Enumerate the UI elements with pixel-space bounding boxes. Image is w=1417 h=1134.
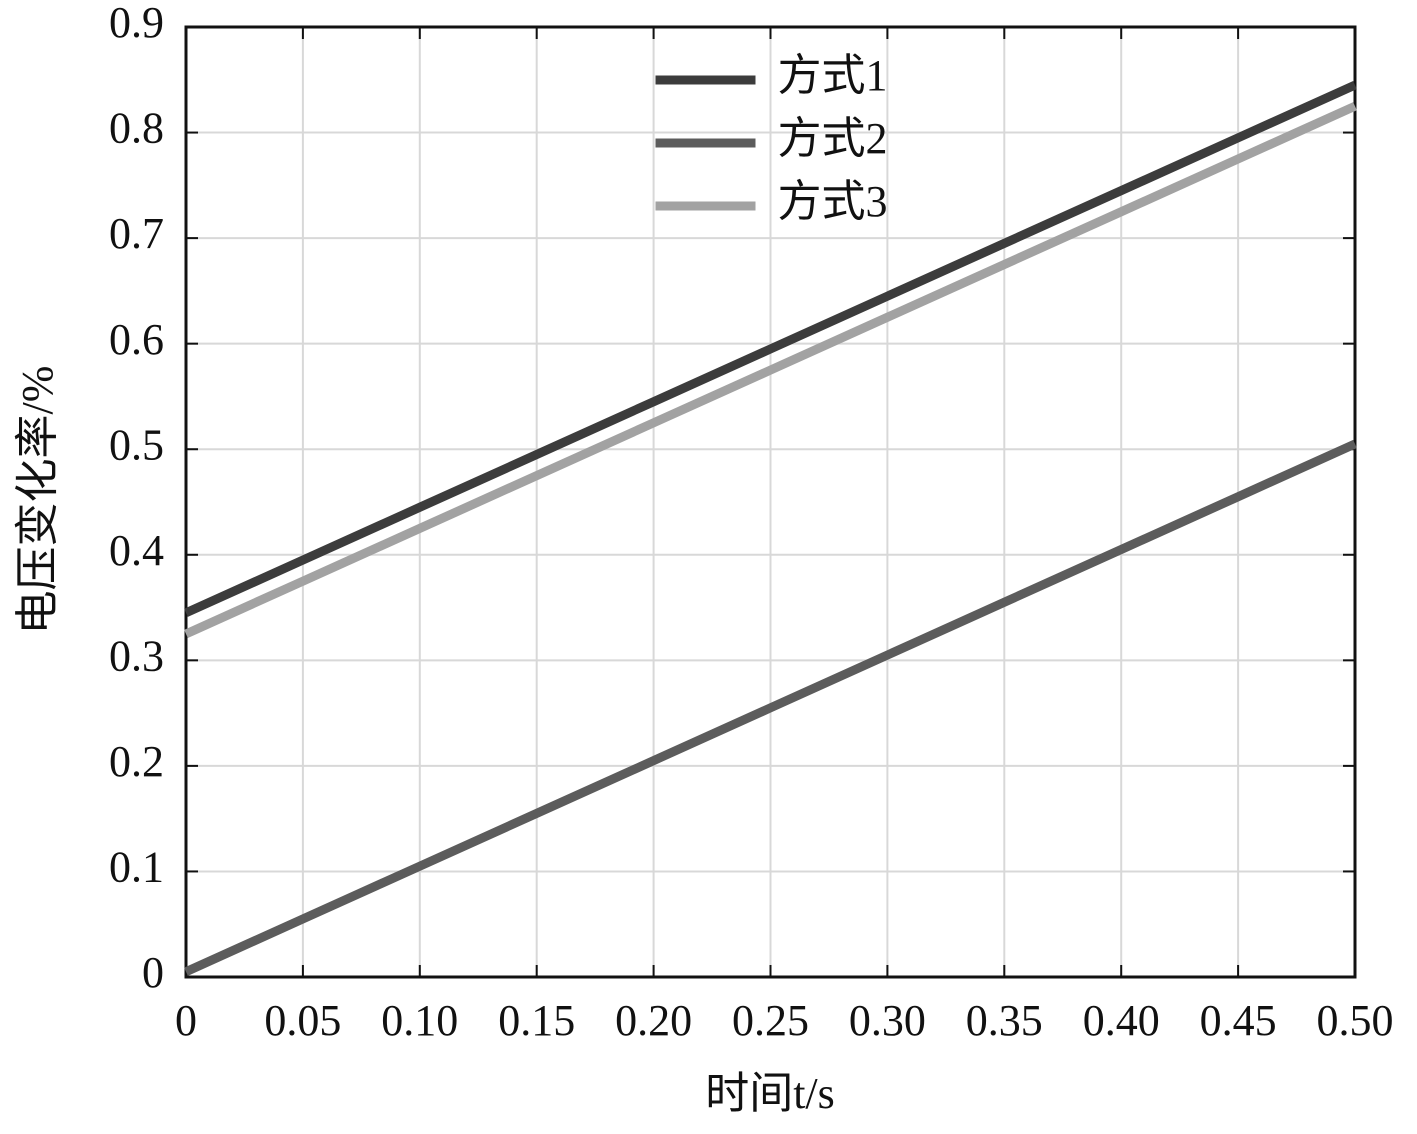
y-tick-label: 0.3	[109, 631, 164, 680]
x-axis-label: 时间t/s	[705, 1069, 835, 1118]
series-line	[184, 102, 1357, 639]
x-tick-label: 0.50	[1317, 996, 1394, 1045]
legend-label: 方式1	[778, 51, 888, 100]
legend-label: 方式2	[778, 114, 888, 163]
x-tick-label: 0.25	[732, 996, 809, 1045]
y-tick-label: 0.4	[109, 526, 164, 575]
x-tick-label: 0	[175, 996, 197, 1045]
y-tick-label: 0.6	[109, 315, 164, 364]
x-tick-label: 0.30	[849, 996, 926, 1045]
x-tick-label: 0.20	[615, 996, 692, 1045]
x-tick-label: 0.15	[498, 996, 575, 1045]
y-tick-label: 0.7	[109, 209, 164, 258]
x-tick-label: 0.10	[381, 996, 458, 1045]
y-tick-label: 0.1	[109, 843, 164, 892]
x-tick-label: 0.45	[1200, 996, 1277, 1045]
x-tick-label: 0.40	[1083, 996, 1160, 1045]
y-tick-label: 0	[142, 948, 164, 997]
y-tick-label: 0.5	[109, 420, 164, 469]
legend-label: 方式3	[778, 177, 888, 226]
y-axis-label: 电压变化率/%	[13, 366, 62, 635]
y-tick-label: 0.9	[109, 0, 164, 47]
y-tick-label: 0.8	[109, 104, 164, 153]
series-line	[184, 80, 1357, 617]
x-tick-label: 0.05	[264, 996, 341, 1045]
series-line	[184, 439, 1357, 976]
plot-frame	[184, 25, 1357, 979]
x-tick-label: 0.35	[966, 996, 1043, 1045]
y-tick-label: 0.2	[109, 737, 164, 786]
